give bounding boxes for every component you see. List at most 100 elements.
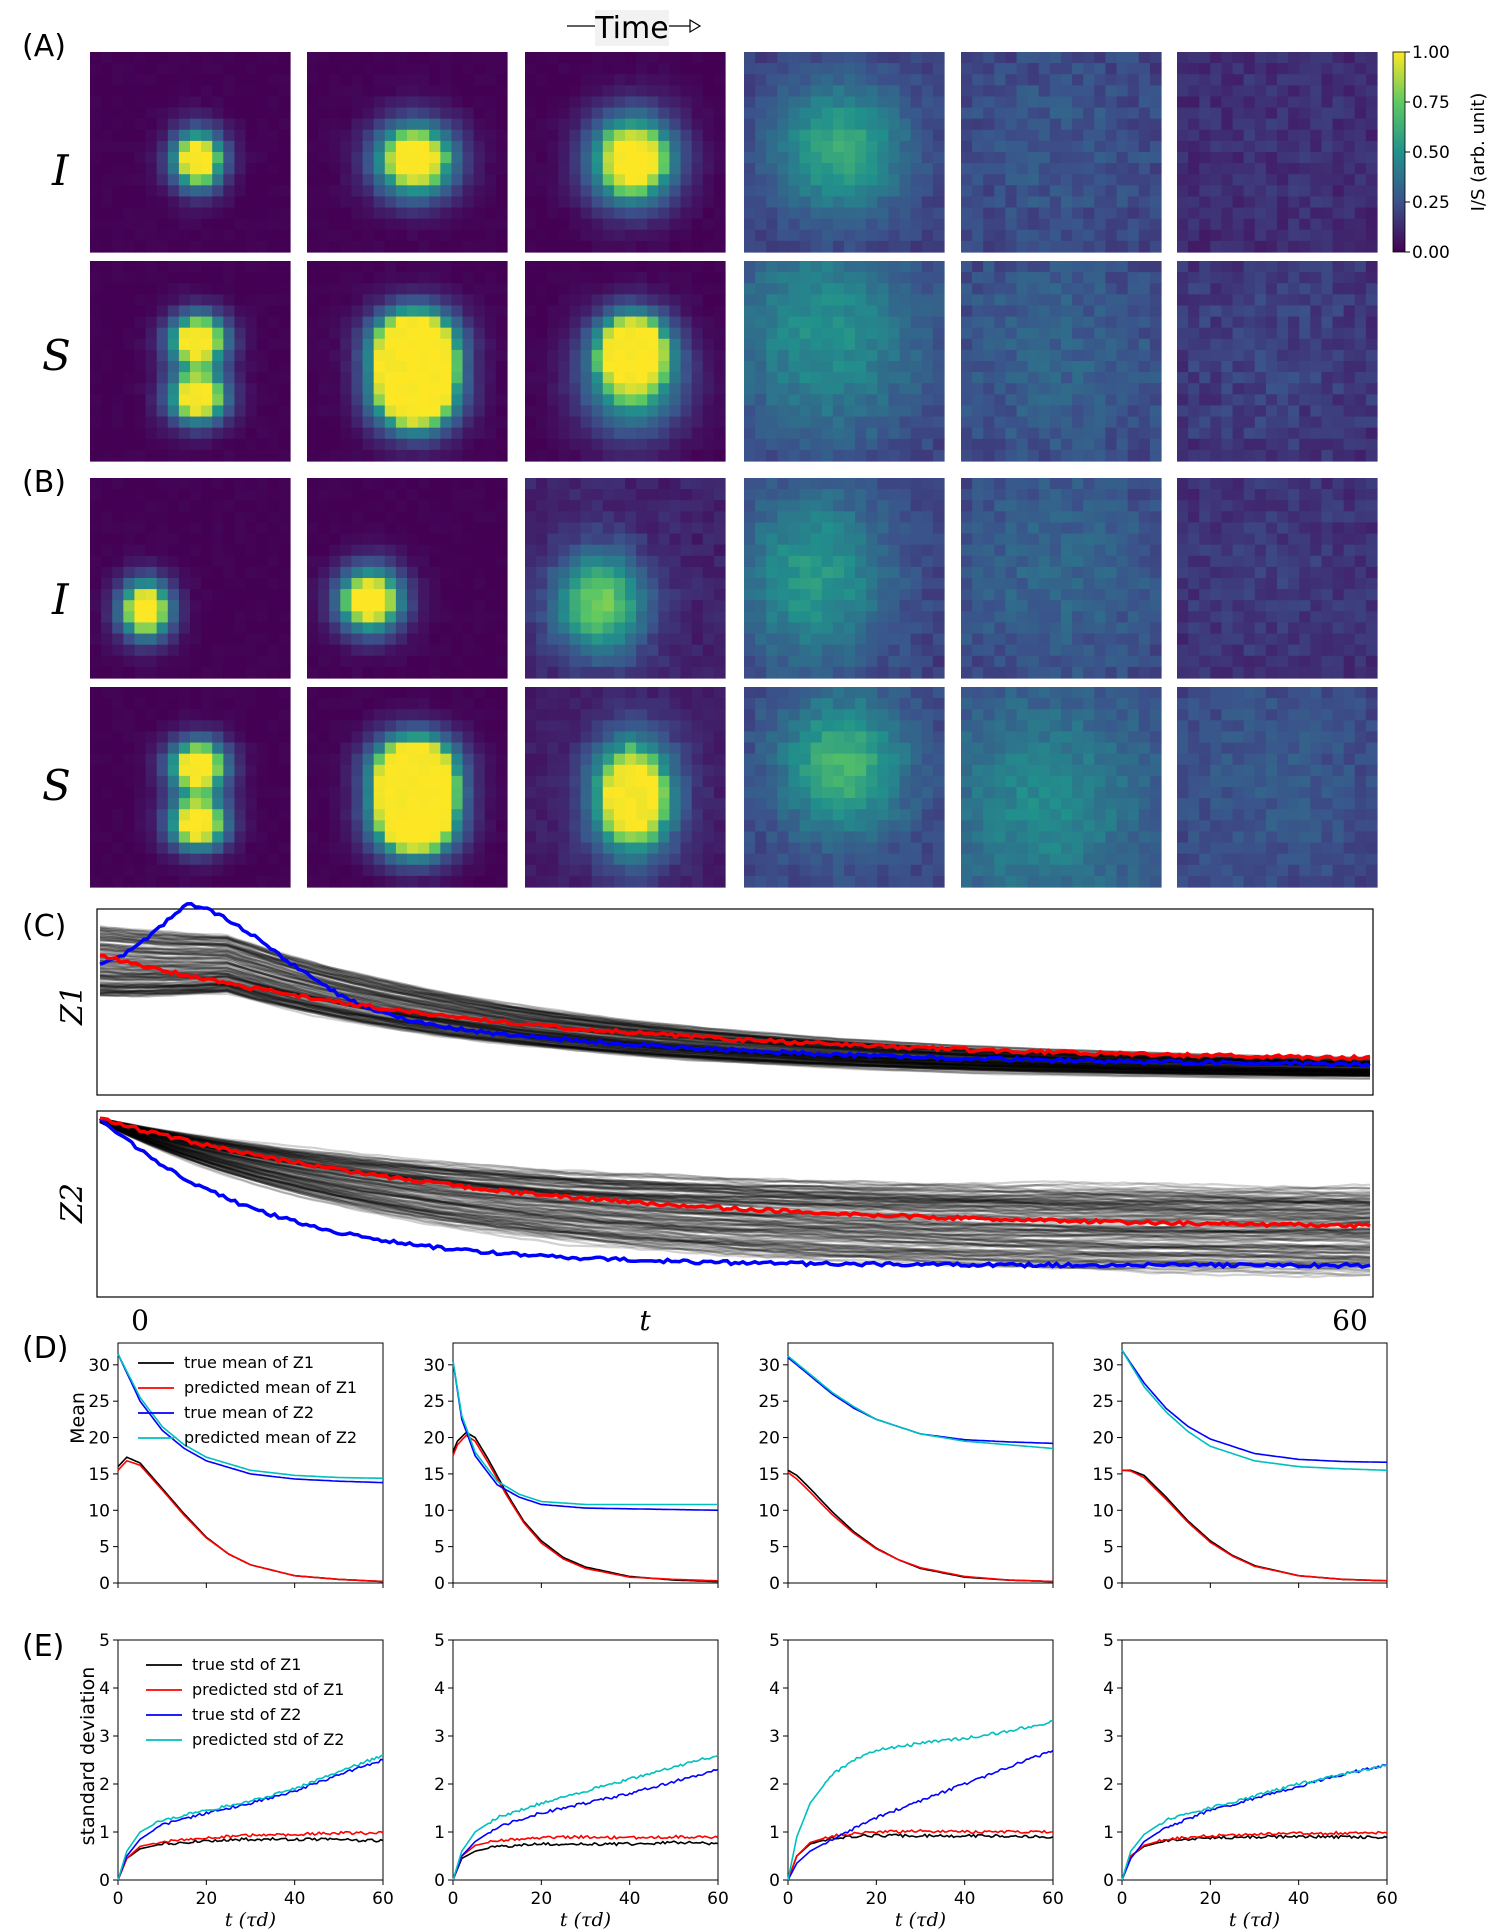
legend-entry: predicted mean of Z2 [184, 1428, 357, 1447]
sample-trajectory [99, 1120, 1371, 1258]
sample-trajectory [99, 980, 1371, 1074]
sample-trajectory [99, 1118, 1371, 1231]
sample-trajectory [99, 1117, 1371, 1204]
y-tick-label: 30 [758, 1356, 780, 1376]
sample-trajectory [100, 990, 1371, 1074]
sample-trajectory [99, 988, 1371, 1077]
y-tick-label: 3 [434, 1727, 445, 1747]
sample-trajectory [99, 1120, 1371, 1260]
y-tick-label: 0 [1103, 1871, 1114, 1891]
sample-trajectory [99, 982, 1371, 1073]
series-line [117, 1836, 384, 1881]
sample-trajectory [99, 1118, 1371, 1220]
std-panel-3: 0 1 2 3 4 5 0 20 40 60 t (τd) [769, 1631, 1064, 1930]
time-arrow: Time [567, 10, 702, 46]
sample-trajectory [99, 1117, 1371, 1213]
sample-trajectory [99, 1118, 1371, 1218]
sample-trajectory [99, 1120, 1371, 1272]
sample-trajectory [99, 1119, 1371, 1241]
y-tick-label: 30 [423, 1356, 445, 1376]
y-tick-label: 5 [1103, 1538, 1114, 1558]
std-xlabel: t (τd) [1229, 1909, 1280, 1930]
y-tick-label: 10 [1092, 1501, 1114, 1521]
y-tick-label: 0 [99, 1574, 110, 1594]
sample-trajectory [99, 989, 1371, 1077]
heatmap-tile [744, 52, 945, 253]
sample-trajectory [99, 1118, 1371, 1215]
sample-trajectory [99, 1117, 1371, 1208]
sample-trajectory [99, 1119, 1371, 1247]
series-line [452, 1834, 719, 1881]
sample-trajectory [99, 931, 1371, 1064]
sample-trajectory [99, 956, 1370, 1071]
heatmap-tile [307, 52, 508, 253]
sample-trajectory [99, 992, 1371, 1080]
sample-trajectory [99, 1120, 1371, 1253]
series-line [117, 1353, 384, 1480]
sample-trajectory [99, 1117, 1370, 1191]
x-tick-label: 60 [1376, 1889, 1398, 1909]
y-tick-label: 25 [1092, 1392, 1114, 1412]
legend-entry: predicted std of Z1 [192, 1680, 344, 1699]
sample-trajectory [99, 1117, 1371, 1195]
sample-trajectory [99, 1119, 1371, 1236]
sample-trajectory [99, 1120, 1371, 1251]
sample-trajectory [99, 1120, 1370, 1251]
y-tick-label: 5 [434, 1631, 445, 1651]
panel-label-d: (D) [22, 1331, 69, 1366]
legend-entry: true mean of Z1 [184, 1353, 314, 1372]
sample-trajectory [99, 979, 1371, 1074]
sample-trajectory [99, 1119, 1371, 1244]
sample-trajectory [99, 1117, 1371, 1202]
series-line [452, 1434, 719, 1582]
sample-trajectory [99, 1120, 1370, 1255]
sample-trajectory [99, 984, 1370, 1076]
sample-trajectory [99, 1119, 1371, 1255]
x-tick-label: 40 [284, 1889, 306, 1909]
sample-trajectory [99, 1118, 1371, 1241]
series-line [787, 1833, 1054, 1881]
sample-trajectory [99, 926, 1371, 1059]
series-line [1121, 1469, 1388, 1582]
sample-trajectory [99, 978, 1370, 1074]
sample-trajectory [99, 1117, 1371, 1205]
std-xlabel: t (τd) [560, 1909, 611, 1930]
std-xlabel: t (τd) [895, 1909, 946, 1930]
series-line [1121, 1349, 1388, 1464]
sample-trajectory [99, 1120, 1371, 1261]
sample-trajectory [99, 967, 1371, 1074]
sample-trajectory [99, 985, 1371, 1076]
sample-trajectory [99, 1119, 1371, 1236]
sample-trajectory [99, 1117, 1371, 1204]
series-line [787, 1749, 1054, 1881]
sample-trajectory [99, 1117, 1371, 1201]
y-tick-label: 20 [758, 1429, 780, 1449]
sample-trajectory [99, 1117, 1371, 1202]
sample-trajectory [99, 1120, 1371, 1254]
y-tick-label: 20 [1092, 1429, 1114, 1449]
sample-trajectory [99, 1117, 1371, 1212]
x-tick-label: 40 [619, 1889, 641, 1909]
panel-label-a: (A) [22, 29, 66, 64]
y-tick-label: 25 [758, 1392, 780, 1412]
mean-panel-1: 0 5 10 15 20 25 30 true mean of Z1 predicted mea… [88, 1342, 384, 1594]
sample-trajectory [99, 1120, 1371, 1252]
sample-trajectory [99, 1120, 1371, 1244]
sample-trajectory [99, 1117, 1371, 1194]
row-label-a-i: I [51, 146, 70, 195]
trajectory-ylabel-z1: Z1 [55, 985, 90, 1026]
sample-trajectory [99, 1117, 1371, 1213]
predicted-trajectory [99, 1116, 1371, 1230]
sample-trajectory [99, 984, 1370, 1078]
sample-trajectory [99, 990, 1371, 1080]
sample-trajectory [99, 1118, 1371, 1227]
sample-trajectory [99, 975, 1371, 1074]
sample-trajectory [99, 1118, 1370, 1214]
sample-trajectory [99, 1121, 1371, 1267]
sample-trajectory [99, 973, 1371, 1073]
sample-trajectory [99, 1119, 1371, 1251]
sample-trajectory [99, 983, 1371, 1076]
y-tick-label: 5 [769, 1631, 780, 1651]
sample-trajectory [99, 1120, 1371, 1265]
